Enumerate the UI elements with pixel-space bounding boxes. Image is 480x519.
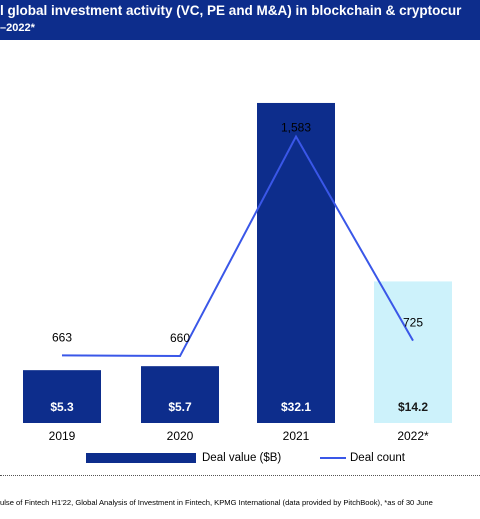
bar-value-label-2: $32.1 bbox=[281, 400, 311, 414]
x-tick-label-2: 2021 bbox=[283, 429, 310, 443]
footer-divider bbox=[0, 475, 480, 476]
deal-count-label-2: 1,583 bbox=[281, 121, 311, 135]
bar-value-label-0: $5.3 bbox=[50, 400, 74, 414]
x-tick-label-0: 2019 bbox=[49, 429, 76, 443]
bar-value-label-3: $14.2 bbox=[398, 400, 428, 414]
chart-subtitle: –2022* bbox=[0, 22, 35, 34]
source-note: ulse of Fintech H1'22, Global Analysis o… bbox=[0, 498, 433, 507]
deal-count-line bbox=[61, 134, 414, 358]
bar-0 bbox=[23, 370, 101, 423]
legend-label-line: Deal count bbox=[350, 452, 405, 464]
deal-count-label-3: 725 bbox=[403, 316, 423, 330]
legend-label-bars: Deal value ($B) bbox=[202, 452, 282, 464]
title-bar: l global investment activity (VC, PE and… bbox=[0, 0, 480, 40]
legend: Deal value ($B) Deal count bbox=[0, 452, 480, 472]
bar-1 bbox=[141, 366, 219, 423]
legend-item-bars: Deal value ($B) bbox=[86, 452, 281, 464]
chart-title: l global investment activity (VC, PE and… bbox=[0, 3, 462, 18]
bar-3 bbox=[374, 281, 452, 423]
x-tick-label-3: 2022* bbox=[397, 429, 429, 443]
bar-2 bbox=[257, 102, 335, 423]
bar-value-label-1: $5.7 bbox=[168, 400, 192, 414]
legend-swatch-bar bbox=[86, 453, 196, 463]
legend-item-line: Deal count bbox=[320, 452, 405, 464]
x-tick-label-1: 2020 bbox=[167, 429, 194, 443]
chart-area: $5.3 2019 $5.7 2020 $32.1 2021 $14.2 2022* 663 66… bbox=[23, 102, 452, 443]
deal-count-label-1: 660 bbox=[170, 331, 190, 345]
deal-count-label-0: 663 bbox=[52, 330, 72, 344]
legend-swatch-line bbox=[320, 457, 346, 459]
